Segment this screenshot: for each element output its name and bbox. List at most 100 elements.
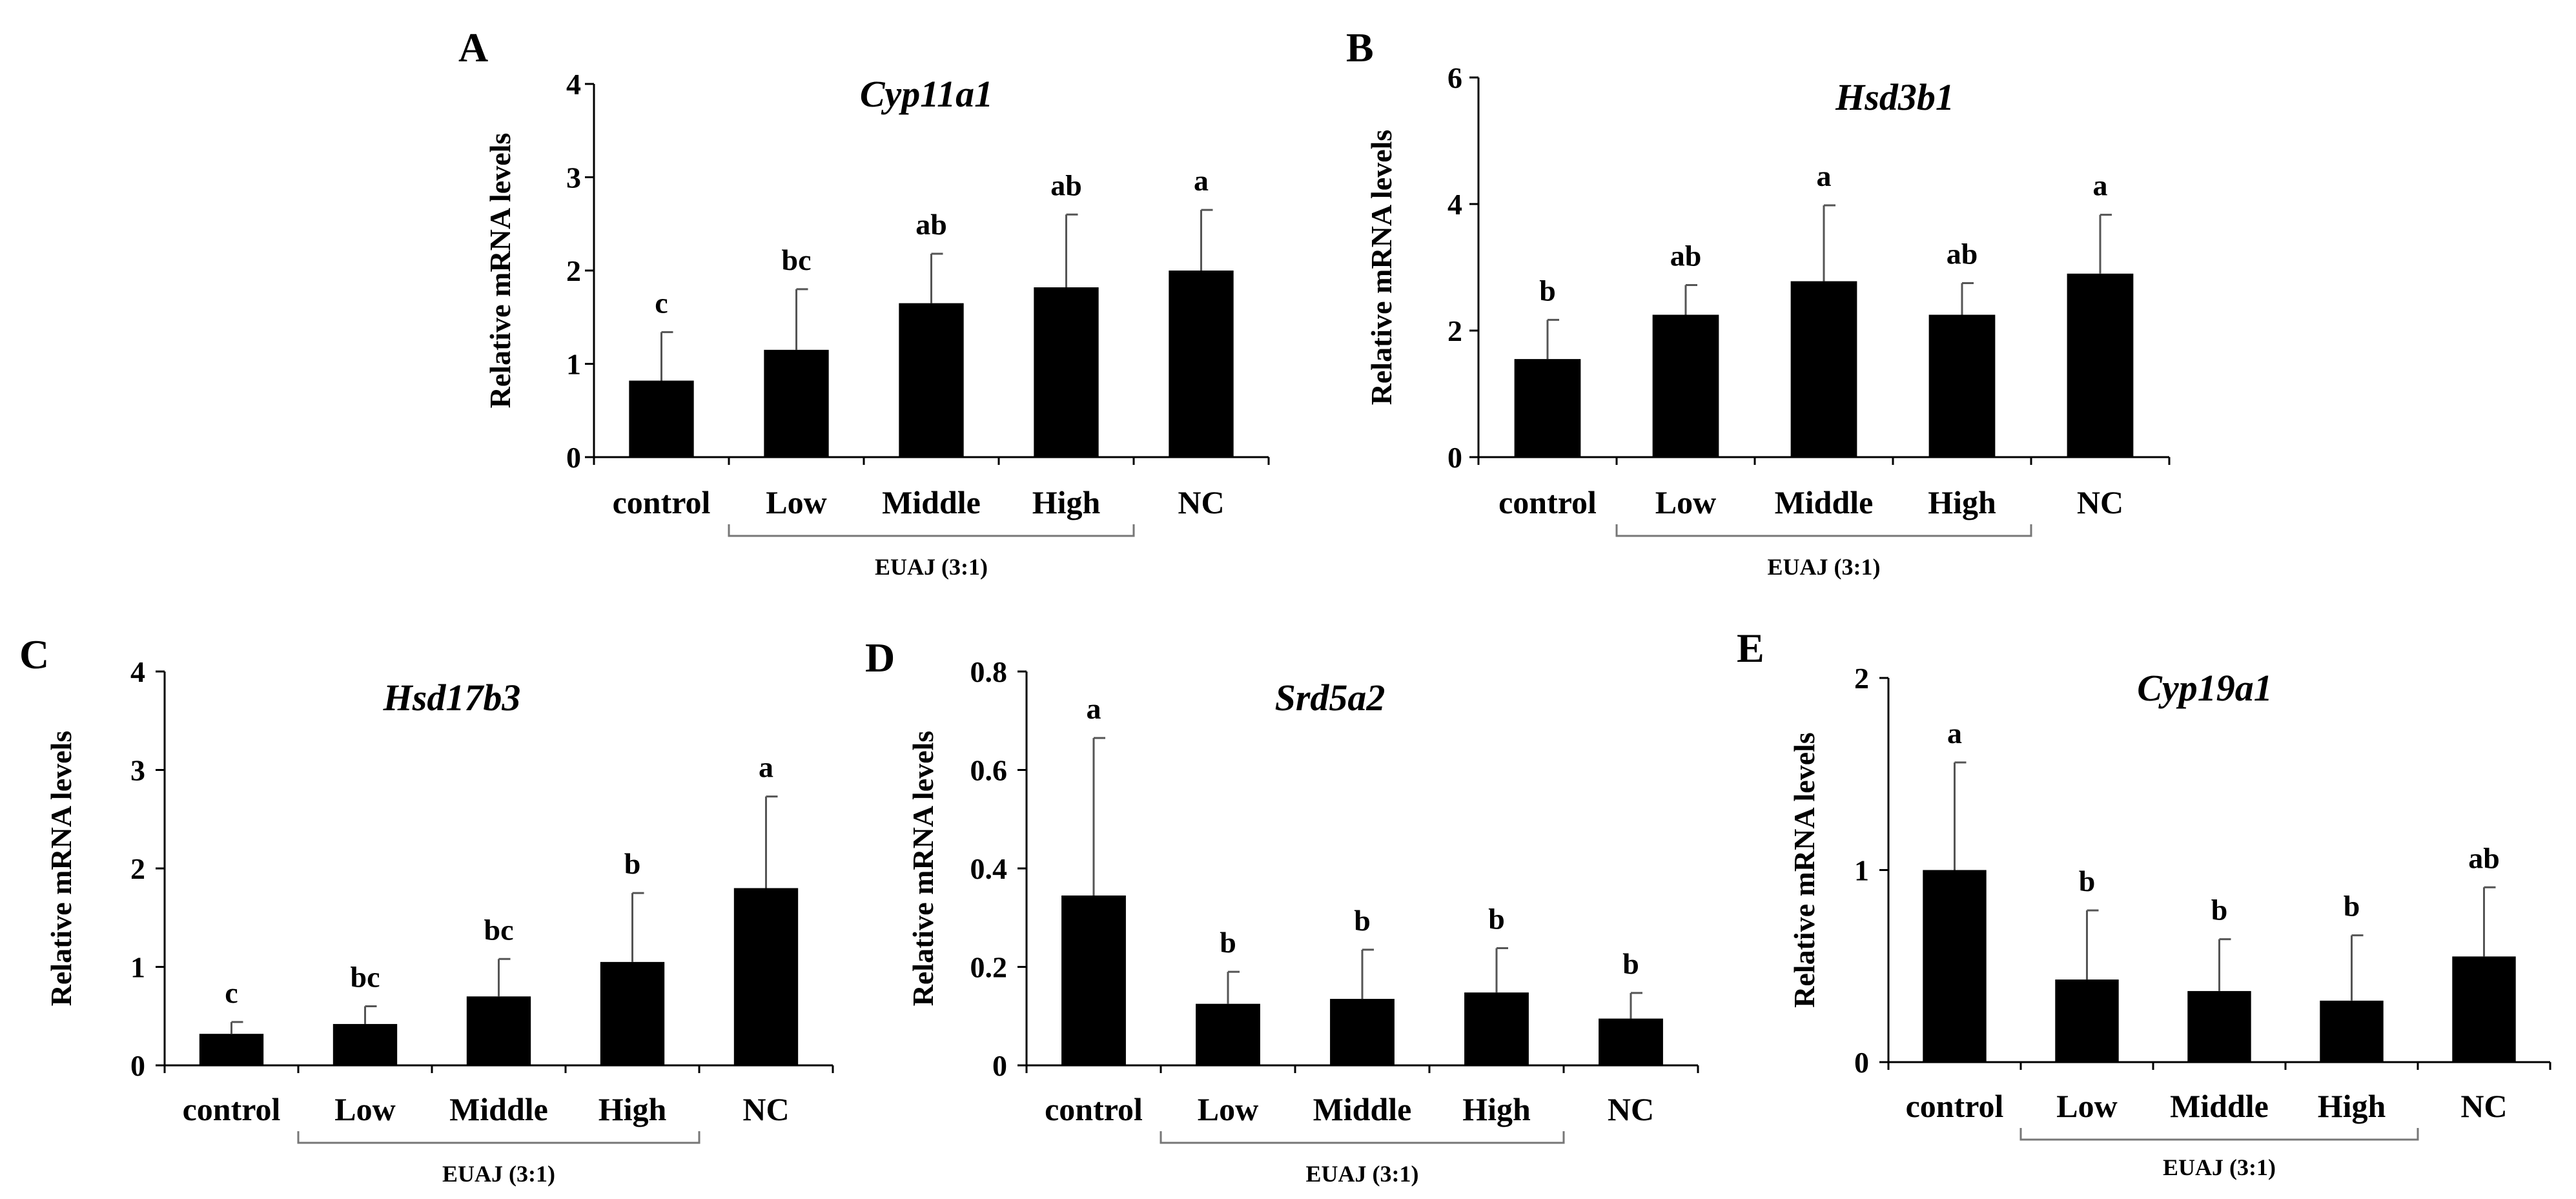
y-tick-label: 2 — [130, 852, 145, 885]
y-tick-label: 4 — [130, 655, 145, 688]
group-label: EUAJ (3:1) — [1768, 554, 1881, 580]
x-tick-label: Middle — [1313, 1091, 1412, 1127]
y-tick-label: 4 — [566, 68, 581, 101]
bar-nc — [1599, 1018, 1663, 1065]
y-tick-label: 2 — [1447, 314, 1462, 347]
group-label: EUAJ (3:1) — [875, 554, 988, 580]
y-tick-label: 0.4 — [970, 852, 1008, 885]
x-tick-label: High — [598, 1091, 667, 1127]
x-tick-label: NC — [2460, 1088, 2507, 1124]
panel-letter: C — [19, 631, 49, 677]
bar-low — [1196, 1003, 1260, 1065]
panel-letter: A — [458, 25, 488, 70]
chart-panel-e: E Cyp19a1 Relative mRNA levels 0 1 2 a control b… — [1737, 625, 2551, 1180]
chart-title: Cyp19a1 — [2137, 667, 2272, 709]
group-bracket — [1160, 1131, 1565, 1144]
bar-low — [1652, 314, 1719, 457]
bar-middle — [899, 303, 964, 457]
y-tick-label: 6 — [1447, 61, 1462, 94]
significance-label: a — [1087, 692, 1101, 725]
y-tick-label: 0 — [566, 441, 581, 474]
y-tick-label: 3 — [130, 754, 145, 787]
x-tick-label: control — [183, 1091, 281, 1127]
group-label: EUAJ (3:1) — [442, 1161, 555, 1187]
y-tick-label: 0.6 — [970, 754, 1008, 787]
x-tick-label: Middle — [449, 1091, 548, 1127]
bar-middle — [466, 996, 531, 1065]
significance-label: b — [2344, 890, 2360, 923]
bar-control — [199, 1034, 264, 1065]
significance-label: ab — [915, 208, 947, 241]
chart-title: Hsd3b1 — [1835, 76, 1954, 118]
y-tick-label: 1 — [566, 348, 581, 381]
x-tick-label: Low — [334, 1091, 395, 1127]
bar-control — [1061, 895, 1126, 1065]
bar-low — [2055, 979, 2119, 1062]
significance-label: bc — [351, 961, 380, 994]
y-tick-label: 0 — [1854, 1046, 1869, 1079]
x-tick-label: Low — [1655, 484, 1716, 520]
bar-nc — [1169, 271, 1234, 457]
y-tick-label: 1 — [130, 951, 145, 984]
group-label: EUAJ (3:1) — [2163, 1154, 2276, 1180]
y-tick-label: 4 — [1447, 188, 1462, 221]
panel-letter: E — [1737, 625, 1764, 671]
y-tick-label: 0.8 — [970, 655, 1008, 688]
chart-title: Srd5a2 — [1275, 677, 1385, 719]
panel-letter: D — [865, 635, 895, 681]
y-tick-label: 2 — [1854, 662, 1869, 695]
bar-high — [1928, 314, 1996, 457]
chart-title: Cyp11a1 — [860, 73, 993, 115]
bar-nc — [2452, 956, 2516, 1062]
x-tick-label: High — [2318, 1088, 2386, 1124]
significance-label: bc — [782, 243, 812, 276]
significance-label: ab — [1050, 169, 1082, 201]
bar-middle — [1790, 281, 1857, 457]
significance-label: a — [759, 751, 773, 784]
x-tick-label: Low — [2056, 1088, 2117, 1124]
group-label: EUAJ (3:1) — [1306, 1161, 1419, 1187]
y-tick-label: 0 — [1447, 441, 1462, 474]
y-tick-label: 0 — [992, 1049, 1007, 1082]
y-tick-label: 3 — [566, 161, 581, 194]
y-axis-label: Relative mRNA levels — [1365, 130, 1398, 405]
significance-label: a — [1947, 717, 1962, 750]
bar-low — [332, 1023, 398, 1065]
significance-label: c — [225, 976, 238, 1009]
significance-label: b — [624, 847, 641, 880]
group-bracket — [728, 524, 1135, 537]
y-tick-label: 1 — [1854, 854, 1869, 887]
significance-label: b — [1622, 947, 1639, 980]
x-tick-label: High — [1928, 484, 1996, 520]
chart-panel-c: C Hsd17b3 Relative mRNA levels 0 1 2 3 4 c contro… — [19, 631, 834, 1187]
y-axis-label: Relative mRNA levels — [484, 133, 516, 409]
x-tick-label: Low — [766, 484, 826, 520]
x-tick-label: High — [1032, 484, 1101, 520]
significance-label: b — [1488, 903, 1505, 936]
group-bracket — [1615, 524, 2032, 537]
x-tick-label: control — [1045, 1091, 1143, 1127]
bar-control — [1514, 359, 1581, 457]
significance-label: ab — [2468, 841, 2500, 874]
panel-letter: B — [1346, 25, 1374, 70]
significance-label: b — [1539, 274, 1556, 307]
x-tick-label: Low — [1198, 1091, 1258, 1127]
bar-middle — [2187, 990, 2251, 1062]
bar-control — [629, 380, 694, 457]
x-tick-label: NC — [1178, 484, 1224, 520]
group-bracket — [2019, 1128, 2419, 1141]
y-axis-label: Relative mRNA levels — [45, 731, 77, 1007]
x-tick-label: NC — [742, 1091, 789, 1127]
y-axis-label: Relative mRNA levels — [1788, 732, 1821, 1008]
x-tick-label: NC — [1608, 1091, 1654, 1127]
y-tick-label: 0.2 — [970, 951, 1008, 984]
bar-high — [1464, 992, 1529, 1065]
bar-nc — [733, 888, 799, 1065]
x-tick-label: Middle — [882, 484, 981, 520]
chart-title: Hsd17b3 — [383, 677, 521, 719]
bar-high — [600, 961, 665, 1065]
significance-label: a — [2093, 169, 2108, 202]
significance-label: a — [1817, 159, 1832, 192]
x-tick-label: Middle — [1775, 484, 1874, 520]
significance-label: b — [1354, 904, 1371, 937]
